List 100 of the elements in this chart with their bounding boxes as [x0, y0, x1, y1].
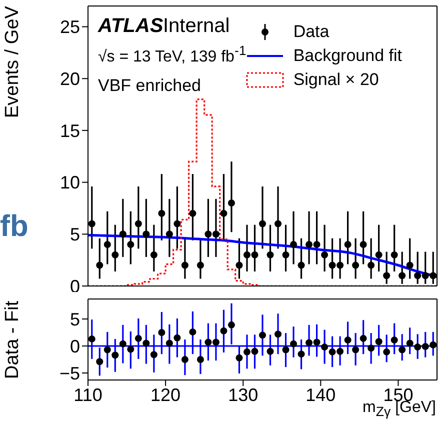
point — [166, 340, 173, 347]
point — [228, 321, 235, 328]
point — [204, 230, 212, 238]
point — [96, 358, 104, 366]
point — [236, 354, 243, 362]
point — [368, 344, 375, 352]
point — [127, 346, 134, 353]
point — [259, 220, 266, 228]
x-tick-label: 130 — [228, 384, 258, 405]
point — [321, 251, 328, 258]
point — [189, 328, 196, 336]
point — [228, 200, 235, 207]
x-tick-label: 120 — [150, 384, 181, 405]
point — [383, 348, 390, 356]
point — [383, 272, 390, 280]
point — [414, 272, 422, 280]
point — [212, 230, 220, 238]
point — [282, 251, 290, 258]
point — [174, 220, 181, 228]
point — [336, 348, 344, 355]
point — [360, 241, 367, 248]
point — [360, 334, 367, 342]
point — [150, 251, 158, 258]
y-tick-label: 0 — [70, 336, 80, 356]
point — [336, 262, 344, 269]
point — [127, 241, 134, 248]
y-tick-label: 10 — [60, 172, 80, 193]
point — [181, 356, 188, 363]
x-tick-label: 110 — [74, 384, 102, 405]
y-axis-title: Data - Fit — [2, 299, 24, 380]
point — [306, 241, 313, 248]
point — [398, 346, 406, 354]
point — [313, 241, 320, 248]
point — [266, 251, 274, 258]
point — [328, 348, 336, 356]
annotation: √s = 13 TeV, 139 fb$^{-1}$ — [98, 43, 246, 66]
y-tick-label: 25 — [60, 17, 80, 38]
point — [134, 334, 142, 342]
y-tick-label: 5 — [70, 224, 80, 245]
y-tick-label: 5 — [70, 309, 80, 330]
point — [344, 241, 352, 248]
point — [243, 348, 250, 356]
point — [375, 338, 382, 346]
point — [352, 346, 360, 354]
point — [119, 340, 126, 348]
point — [112, 352, 119, 359]
point — [158, 328, 166, 336]
point — [158, 210, 166, 217]
annotation: Internal — [163, 15, 230, 38]
point — [406, 340, 414, 347]
point — [390, 251, 398, 258]
point — [220, 327, 228, 334]
point — [298, 262, 305, 269]
point — [274, 330, 282, 338]
point — [142, 340, 150, 347]
point — [259, 332, 266, 339]
point — [422, 343, 429, 350]
point — [414, 344, 422, 351]
point — [430, 341, 437, 348]
point — [344, 336, 352, 344]
point — [251, 251, 258, 258]
point — [174, 334, 181, 342]
point — [196, 262, 204, 269]
y-tick-label: 15 — [60, 120, 80, 141]
point — [96, 262, 104, 269]
annotation: ATLAS — [98, 15, 164, 38]
point — [119, 230, 126, 238]
point — [266, 348, 274, 355]
y-axis-title: Events / GeV — [2, 6, 24, 120]
y-tick-label: −5 — [59, 363, 80, 384]
point — [181, 262, 188, 269]
point — [104, 241, 111, 248]
point — [142, 230, 150, 238]
point — [243, 251, 250, 258]
legend-label: Background fit — [293, 46, 402, 66]
point — [134, 220, 142, 228]
point — [189, 210, 196, 217]
point — [290, 241, 298, 248]
point — [282, 346, 290, 354]
point — [430, 272, 437, 280]
point — [204, 338, 212, 346]
point — [352, 262, 360, 269]
point — [368, 262, 375, 269]
point — [212, 338, 220, 346]
point — [274, 220, 282, 228]
x-tick-label: 140 — [306, 384, 336, 405]
point — [422, 272, 429, 280]
point — [196, 356, 204, 363]
point — [328, 262, 336, 269]
point — [236, 262, 243, 269]
point — [398, 272, 406, 280]
point — [251, 348, 258, 355]
point — [166, 230, 173, 238]
point — [150, 351, 158, 358]
point — [220, 210, 228, 217]
point — [104, 346, 111, 354]
point — [390, 336, 398, 344]
point — [375, 251, 382, 258]
point — [88, 335, 96, 342]
point — [290, 340, 298, 348]
